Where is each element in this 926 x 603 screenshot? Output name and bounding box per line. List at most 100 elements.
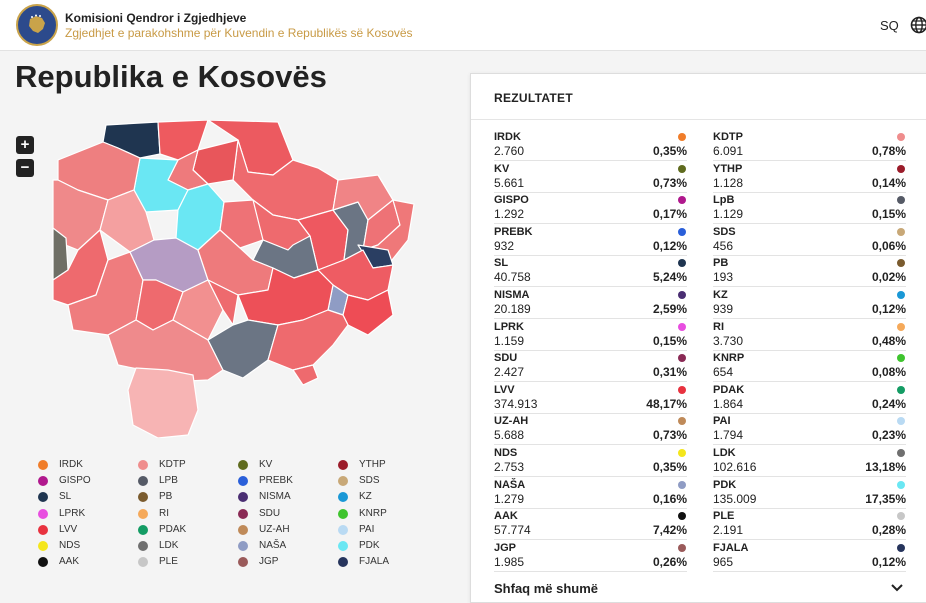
zoom-in-button[interactable]: + [16,136,34,154]
party-color-dot [897,259,905,267]
party-color-dot [678,544,686,552]
party-color-dot [897,512,905,520]
party-color-dot [897,165,905,173]
party-votes: 932 [494,239,514,253]
legend-color-swatch [38,525,48,535]
party-percentage: 0,35% [653,144,687,158]
legend-label: UZ-AH [259,523,290,537]
party-votes: 1.128 [713,176,743,190]
party-name: KNRP [713,352,744,364]
legend-color-swatch [38,541,48,551]
legend-label: SL [59,490,71,504]
party-percentage: 0,08% [872,365,906,379]
legend-color-swatch [138,541,148,551]
party-percentage: 0,23% [872,428,906,442]
party-votes: 1.985 [494,555,524,569]
party-votes: 1.794 [713,428,743,442]
party-name: SDS [713,226,736,238]
kosovo-results-map[interactable] [48,120,420,438]
kosovo-map-logo-icon[interactable] [16,4,58,46]
legend-color-swatch [138,525,148,535]
party-color-dot [678,165,686,173]
legend-color-swatch [238,460,248,470]
party-color-dot [897,228,905,236]
legend-label: PLE [159,555,178,569]
party-percentage: 0,73% [653,176,687,190]
legend-label: PDK [359,539,380,553]
chevron-down-icon[interactable] [891,583,903,593]
party-percentage: 0,02% [872,270,906,284]
party-name: SL [494,257,508,269]
party-votes: 40.758 [494,270,531,284]
party-name: FJALA [713,542,748,554]
legend-label: FJALA [359,555,389,569]
legend-color-swatch [338,460,348,470]
legend-color-swatch [138,460,148,470]
party-votes: 5.688 [494,428,524,442]
legend-color-swatch [38,492,48,502]
legend-label: PREBK [259,474,293,488]
party-name: KZ [713,289,728,301]
party-name: NISMA [494,289,529,301]
zoom-out-button[interactable]: − [16,159,34,177]
org-name[interactable]: Komisioni Qendror i Zgjedhjeve [65,11,246,25]
legend-color-swatch [138,509,148,519]
party-votes: 57.774 [494,523,531,537]
municipality-dragash [128,368,198,438]
legend-color-swatch [238,509,248,519]
legend-label: YTHP [359,458,386,472]
legend-label: LPRK [59,507,85,521]
party-percentage: 2,59% [653,302,687,316]
party-name: JGP [494,542,516,554]
party-name: LVV [494,384,515,396]
party-color-dot [678,133,686,141]
globe-icon[interactable] [910,16,926,34]
legend-label: PAI [359,523,374,537]
party-percentage: 0,73% [653,428,687,442]
party-name: NAŠA [494,479,525,491]
language-selector[interactable]: SQ [880,18,899,33]
party-votes: 2.753 [494,460,524,474]
legend-color-swatch [138,476,148,486]
party-percentage: 5,24% [653,270,687,284]
legend-label: NISMA [259,490,291,504]
legend-color-swatch [38,476,48,486]
party-name: PDK [713,479,736,491]
page-title: Republika e Kosovës [15,59,327,95]
party-name: NDS [494,447,517,459]
party-percentage: 0,31% [653,365,687,379]
party-name: PB [713,257,728,269]
legend-label: KZ [359,490,372,504]
party-votes: 2.427 [494,365,524,379]
legend-label: NDS [59,539,80,553]
